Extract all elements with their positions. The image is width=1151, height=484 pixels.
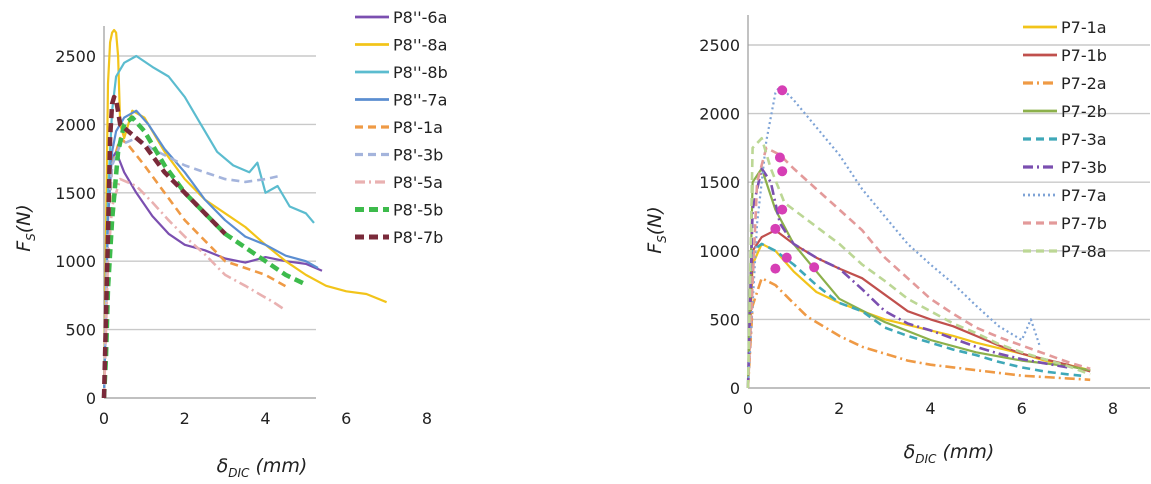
series-line-P8'-5a <box>102 177 287 399</box>
series-line-P8''-8b <box>102 54 315 399</box>
series-line-P7-7a <box>746 85 1042 389</box>
legend-label: P7-2a <box>1061 74 1107 93</box>
legend-label: P8''-8a <box>393 36 447 55</box>
data-marker <box>781 252 792 263</box>
series-line-P7-3b <box>746 167 1068 389</box>
data-marker <box>770 263 781 274</box>
x-axis-label: δDIC (mm) <box>217 455 308 480</box>
x-tick-label: 8 <box>422 409 432 428</box>
data-marker <box>777 85 788 96</box>
y-tick-label: 1500 <box>55 184 96 203</box>
legend-label: P8'-3b <box>393 146 443 165</box>
y-tick-label: 1000 <box>55 252 96 271</box>
data-marker <box>777 204 788 215</box>
series-line-P8''-8a <box>102 28 388 399</box>
y-axis-label: FS(N) <box>644 206 669 254</box>
series-line-P7-2b <box>746 167 1091 389</box>
legend-label: P7-1a <box>1061 18 1107 37</box>
x-tick-label: 8 <box>1108 399 1118 418</box>
legend-label: P7-3b <box>1061 158 1107 177</box>
y-tick-label: 500 <box>709 310 740 329</box>
legend-label: P8''-6a <box>393 8 447 27</box>
legend-label: P8'-7b <box>393 228 443 247</box>
x-tick-label: 4 <box>925 399 935 418</box>
data-marker <box>770 223 781 234</box>
legend-label: P8'-5b <box>393 201 443 220</box>
x-tick-label: 0 <box>743 399 753 418</box>
series-line-P8'-3b <box>102 136 278 399</box>
legend-label: P8''-8b <box>393 63 448 82</box>
legend-label: P7-1b <box>1061 46 1107 65</box>
y-tick-label: 2000 <box>55 115 96 134</box>
legend-label: P8'-5a <box>393 173 443 192</box>
left-chart: 0 500 1000 1500 2000 2500 0 2 4 6 8 δDIC (mm) FS(N) P… <box>13 8 448 480</box>
legend-label: P7-2b <box>1061 102 1107 121</box>
data-marker <box>809 262 820 273</box>
series-line-P7-7b <box>746 146 1091 389</box>
legend-label: P8''-7a <box>393 91 447 110</box>
y-axis-label: FS(N) <box>13 204 38 252</box>
right-chart: 0 500 1000 1500 2000 2500 0 2 4 6 8 δDIC (mm) FS(N) P… <box>644 15 1150 466</box>
y-tick-label: 2500 <box>55 47 96 66</box>
data-marker <box>777 166 788 177</box>
x-tick-label: 4 <box>260 409 270 428</box>
x-axis-label: δDIC (mm) <box>904 441 995 466</box>
y-tick-label: 2000 <box>699 105 740 124</box>
x-tick-label: 2 <box>834 399 844 418</box>
x-tick-label: 2 <box>180 409 190 428</box>
y-tick-label: 0 <box>86 389 96 408</box>
x-tick-label: 0 <box>99 409 109 428</box>
y-tick-label: 0 <box>730 379 740 398</box>
data-marker <box>774 152 785 163</box>
y-tick-label: 500 <box>65 321 96 340</box>
x-tick-label: 6 <box>341 409 351 428</box>
legend-label: P7-7b <box>1061 214 1107 233</box>
series-line-P7-2a <box>746 276 1091 389</box>
series-line-P8''-7a <box>102 109 319 399</box>
series-line-P8'-5b <box>101 115 307 399</box>
series-line-P7-3a <box>746 242 1082 389</box>
legend-label: P7-8a <box>1061 242 1107 261</box>
legend-label: P7-3a <box>1061 130 1107 149</box>
legend-label: P8'-1a <box>393 118 443 137</box>
legend-label: P7-7a <box>1061 186 1107 205</box>
y-tick-label: 2500 <box>699 36 740 55</box>
y-tick-label: 1000 <box>699 242 740 261</box>
y-tick-label: 1500 <box>699 173 740 192</box>
series-line-P7-8a <box>746 137 1091 389</box>
x-tick-label: 6 <box>1017 399 1027 418</box>
